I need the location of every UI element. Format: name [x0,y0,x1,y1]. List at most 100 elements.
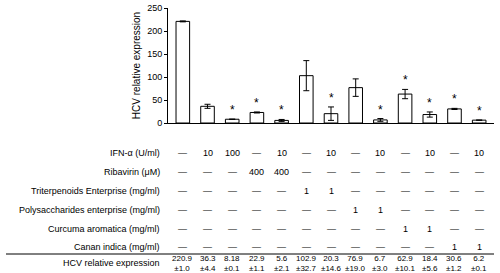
svg-text:—: — [351,148,360,158]
svg-text:*: * [403,73,408,87]
svg-text:400: 400 [249,167,264,177]
svg-text:10: 10 [326,148,336,158]
svg-text:—: — [351,186,360,196]
svg-text:10: 10 [474,148,484,158]
svg-text:—: — [228,186,237,196]
svg-text:HCV relative expression: HCV relative expression [131,12,142,119]
svg-text:10: 10 [277,148,287,158]
svg-text:—: — [228,242,237,252]
svg-text:—: — [376,186,385,196]
svg-text:76.9±19.0: 76.9±19.0 [345,254,366,273]
svg-text:—: — [327,224,336,234]
svg-text:—: — [203,205,212,215]
svg-text:—: — [277,186,286,196]
svg-text:—: — [401,205,410,215]
svg-text:—: — [376,167,385,177]
svg-text:—: — [277,224,286,234]
svg-text:—: — [228,224,237,234]
svg-text:—: — [228,205,237,215]
svg-text:*: * [452,92,457,106]
svg-text:—: — [277,205,286,215]
svg-text:18.4±5.6: 18.4±5.6 [422,254,438,273]
svg-text:—: — [401,242,410,252]
svg-text:—: — [475,186,484,196]
svg-text:—: — [351,167,360,177]
svg-text:—: — [425,167,434,177]
svg-text:—: — [302,242,311,252]
svg-text:1: 1 [353,205,358,215]
svg-text:*: * [254,96,259,110]
svg-text:62.9±10.1: 62.9±10.1 [395,254,416,273]
svg-text:—: — [252,205,261,215]
svg-text:—: — [450,224,459,234]
svg-text:Curcuma aromatica (mg/ml): Curcuma aromatica (mg/ml) [48,224,160,234]
svg-text:—: — [252,242,261,252]
svg-text:—: — [178,148,187,158]
svg-text:*: * [230,103,235,117]
svg-text:*: * [477,104,482,118]
svg-text:150: 150 [147,49,162,59]
svg-text:5.6±2.1: 5.6±2.1 [274,254,290,273]
svg-text:—: — [178,167,187,177]
svg-text:—: — [252,224,261,234]
svg-text:—: — [450,205,459,215]
svg-text:—: — [277,242,286,252]
svg-text:1: 1 [329,186,334,196]
svg-text:—: — [425,205,434,215]
svg-text:—: — [228,167,237,177]
svg-text:1: 1 [378,205,383,215]
svg-text:—: — [178,186,187,196]
svg-text:—: — [178,242,187,252]
svg-text:—: — [302,148,311,158]
svg-text:100: 100 [225,148,240,158]
svg-text:—: — [401,148,410,158]
svg-text:—: — [203,242,212,252]
svg-text:6.2±0.1: 6.2±0.1 [471,254,487,273]
svg-text:IFN-α (U/ml): IFN-α (U/ml) [110,148,160,158]
svg-text:1: 1 [427,224,432,234]
svg-text:—: — [203,167,212,177]
svg-text:250: 250 [147,3,162,13]
svg-text:HCV relative expression: HCV relative expression [63,258,160,268]
svg-text:—: — [302,205,311,215]
svg-text:50: 50 [152,95,162,105]
svg-text:*: * [279,103,284,117]
svg-text:102.9±32.7: 102.9±32.7 [296,254,317,273]
svg-text:8.18±0.1: 8.18±0.1 [224,254,240,273]
svg-text:—: — [178,224,187,234]
svg-text:10: 10 [375,148,385,158]
svg-text:200: 200 [147,26,162,36]
svg-text:—: — [450,186,459,196]
svg-text:36.3±4.4: 36.3±4.4 [200,254,216,273]
svg-text:—: — [376,224,385,234]
svg-text:Ribavirin (μM): Ribavirin (μM) [104,167,160,177]
svg-text:—: — [475,167,484,177]
svg-text:*: * [329,91,334,105]
svg-text:22.9±1.1: 22.9±1.1 [249,254,265,273]
svg-text:—: — [203,186,212,196]
svg-text:220.9±1.0: 220.9±1.0 [172,254,193,273]
svg-text:—: — [425,242,434,252]
svg-text:*: * [378,103,383,117]
svg-text:—: — [351,224,360,234]
svg-text:*: * [427,96,432,110]
svg-text:6.7±3.0: 6.7±3.0 [372,254,388,273]
svg-text:—: — [450,148,459,158]
svg-text:—: — [401,167,410,177]
svg-text:—: — [302,224,311,234]
svg-text:—: — [351,242,360,252]
svg-text:—: — [203,224,212,234]
svg-text:10: 10 [203,148,213,158]
svg-text:—: — [401,186,410,196]
svg-text:—: — [425,186,434,196]
svg-text:1: 1 [477,242,482,252]
svg-text:—: — [475,205,484,215]
svg-text:1: 1 [304,186,309,196]
svg-text:—: — [376,242,385,252]
svg-text:—: — [450,167,459,177]
svg-text:Canan indica (mg/ml): Canan indica (mg/ml) [74,242,160,252]
svg-text:—: — [327,167,336,177]
svg-text:1: 1 [452,242,457,252]
svg-text:0: 0 [157,118,162,128]
svg-text:—: — [252,148,261,158]
